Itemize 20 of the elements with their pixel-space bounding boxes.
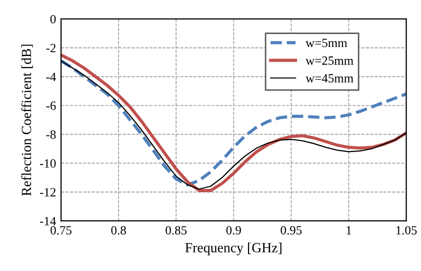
legend-label: w=45mm xyxy=(306,74,354,82)
x-tick-label: 1.05 xyxy=(396,226,417,235)
y-tick-label: -2 xyxy=(46,44,56,52)
x-tick-label: 1 xyxy=(346,226,352,234)
x-axis-title: Frequency [GHz] xyxy=(185,242,282,256)
y-tick-label: -6 xyxy=(46,102,56,110)
y-axis-title: Reflection Coefficient [dB] xyxy=(21,44,33,196)
x-tick-label: 0.85 xyxy=(166,226,187,235)
x-tick-label: 0.8 xyxy=(111,226,126,235)
x-tick-label: 0.75 xyxy=(50,226,72,235)
x-tick-label: 0.9 xyxy=(226,226,241,235)
x-tick-label: 0.95 xyxy=(280,226,302,235)
y-tick-label: 0 xyxy=(50,14,56,24)
legend-label: w=5mm xyxy=(306,38,348,48)
y-tick-label: -4 xyxy=(46,72,56,81)
y-tick-label: -14 xyxy=(40,216,56,226)
y-tick-label: -10 xyxy=(40,159,56,168)
legend-label: w=25mm xyxy=(306,56,354,65)
y-tick-label: -12 xyxy=(40,188,56,196)
y-tick-label: -8 xyxy=(46,130,56,139)
